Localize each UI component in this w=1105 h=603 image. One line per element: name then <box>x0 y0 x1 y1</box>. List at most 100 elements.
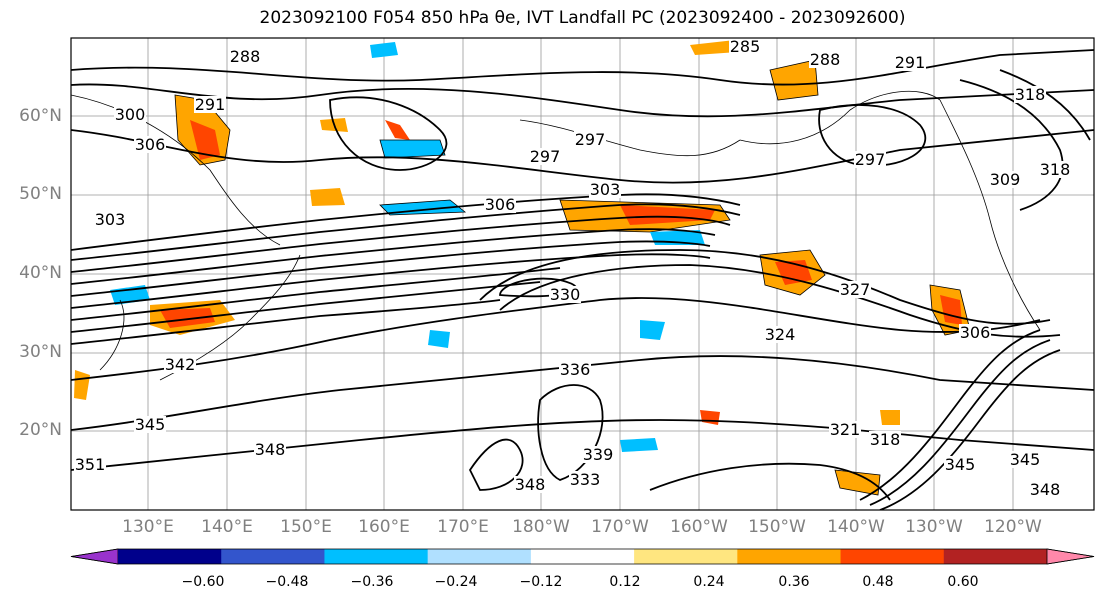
contour-label: 297 <box>530 147 561 166</box>
lon-label: 130°E <box>122 517 174 537</box>
lon-label: 160°E <box>358 517 410 537</box>
lon-label: 160°W <box>670 517 728 537</box>
contour-label-bg <box>164 356 196 373</box>
lon-label: 130°W <box>905 517 963 537</box>
contour-label-bg <box>829 421 861 438</box>
contour-label-bg <box>959 324 991 341</box>
contour-label: 297 <box>855 150 886 169</box>
contour-label: 285 <box>730 37 761 56</box>
colorbar-tick-label: 0.60 <box>947 574 979 590</box>
lat-label: 60°N <box>19 106 62 126</box>
lat-label: 30°N <box>19 342 62 362</box>
contour-label: 345 <box>1010 450 1041 469</box>
colorbar-tick-label: −0.60 <box>181 574 225 590</box>
colorbar-bin <box>221 549 325 564</box>
contour-label: 351 <box>75 455 106 474</box>
contour-label: 306 <box>960 323 991 342</box>
contour-label-bg <box>194 96 226 113</box>
lon-label: 180°W <box>512 517 570 537</box>
contour-label: 342 <box>165 355 196 374</box>
lon-label: 150°W <box>748 517 806 537</box>
contour-label: 339 <box>583 445 614 464</box>
contour-label-bg <box>854 151 886 168</box>
contour-label-bg <box>582 446 614 463</box>
contour-label: 327 <box>840 280 871 299</box>
contour-label: 288 <box>810 50 841 69</box>
contour-label: 324 <box>765 325 796 344</box>
contour-label-bg <box>529 148 561 165</box>
contour-label: 318 <box>870 430 901 449</box>
contour-label-bg <box>1029 481 1061 498</box>
lon-label: 140°E <box>201 517 253 537</box>
contour-label: 306 <box>135 135 166 154</box>
contour-label-bg <box>1039 161 1071 178</box>
colorbar-bin <box>324 549 429 564</box>
contour-label-bg <box>74 456 106 473</box>
colorbar-extend-high <box>1046 548 1095 565</box>
map-frame <box>70 37 1095 511</box>
contour-label-bg <box>94 211 126 228</box>
contour-label-bg <box>514 476 546 493</box>
lon-label: 120°W <box>984 517 1042 537</box>
lon-label: 140°W <box>827 517 885 537</box>
map-plot-area: 288 285 288 291 318 300 291 306 297 297 297 303 303 3… <box>71 37 1094 510</box>
contour-label: 333 <box>570 470 601 489</box>
contour-label-bg <box>1009 451 1041 468</box>
contour-label-bg <box>569 471 601 488</box>
contour-label: 291 <box>895 53 926 72</box>
lat-label: 40°N <box>19 263 62 283</box>
contour-label-bg <box>134 416 166 433</box>
colorbar-bin <box>118 549 222 564</box>
contour-label: 306 <box>485 195 516 214</box>
contour-label: 303 <box>590 180 621 199</box>
contour-label-bg <box>549 286 581 303</box>
colorbar-tick-label: 0.12 <box>609 574 641 590</box>
contour-label-bg <box>229 48 261 65</box>
lon-label: 150°E <box>280 517 332 537</box>
contour-label-bg <box>254 441 286 458</box>
contour-label-bg <box>869 431 901 448</box>
contour-label: 348 <box>515 475 546 494</box>
contour-label: 318 <box>1040 160 1071 179</box>
contour-label: 348 <box>1030 480 1061 499</box>
colorbar-bin <box>530 549 635 564</box>
theta-e-contours <box>71 49 1094 510</box>
colorbar-bin <box>427 549 532 564</box>
contour-label: 345 <box>945 455 976 474</box>
colorbar-bin <box>943 549 1048 564</box>
colorbar-bin <box>737 549 842 564</box>
colorbar-outline <box>70 548 1095 565</box>
contour-label: 318 <box>1015 85 1046 104</box>
colorbar-extend-low <box>70 548 119 565</box>
colorbar-bin <box>840 549 945 564</box>
contour-label-bg <box>944 456 976 473</box>
contour-labels: 288 285 288 291 318 300 291 306 297 297 297 303 303 3… <box>74 37 1071 499</box>
contour-label: 321 <box>830 420 861 439</box>
map-title: 2023092100 F054 850 hPa θe, IVT Landfall… <box>259 8 906 28</box>
lat-label: 20°N <box>19 420 62 440</box>
colorbar-tick-label: −0.48 <box>265 574 309 590</box>
contour-label-bg <box>484 196 516 213</box>
contour-label-bg <box>764 326 796 343</box>
colorbar-tick-label: 0.36 <box>778 574 810 590</box>
colorbar-bin <box>634 549 738 564</box>
contour-label-bg <box>574 131 606 148</box>
contour-label: 348 <box>255 440 286 459</box>
contour-label-bg <box>989 171 1021 188</box>
lat-label: 50°N <box>19 184 62 204</box>
contour-label-bg <box>1014 86 1046 103</box>
contour-label-bg <box>894 54 926 71</box>
colorbar-tick-label: 0.48 <box>862 574 894 590</box>
contour-label-bg <box>114 106 146 123</box>
colorbar <box>70 548 1095 565</box>
lon-label: 170°E <box>437 517 489 537</box>
colorbar-tick-label: −0.12 <box>519 574 563 590</box>
contour-label-bg <box>729 38 761 55</box>
contour-label: 345 <box>135 415 166 434</box>
contour-label: 288 <box>230 47 261 66</box>
contour-label-bg <box>839 281 871 298</box>
contour-label-bg <box>589 181 621 198</box>
contour-label: 309 <box>990 170 1021 189</box>
colorbar-tick-label: 0.24 <box>693 574 725 590</box>
